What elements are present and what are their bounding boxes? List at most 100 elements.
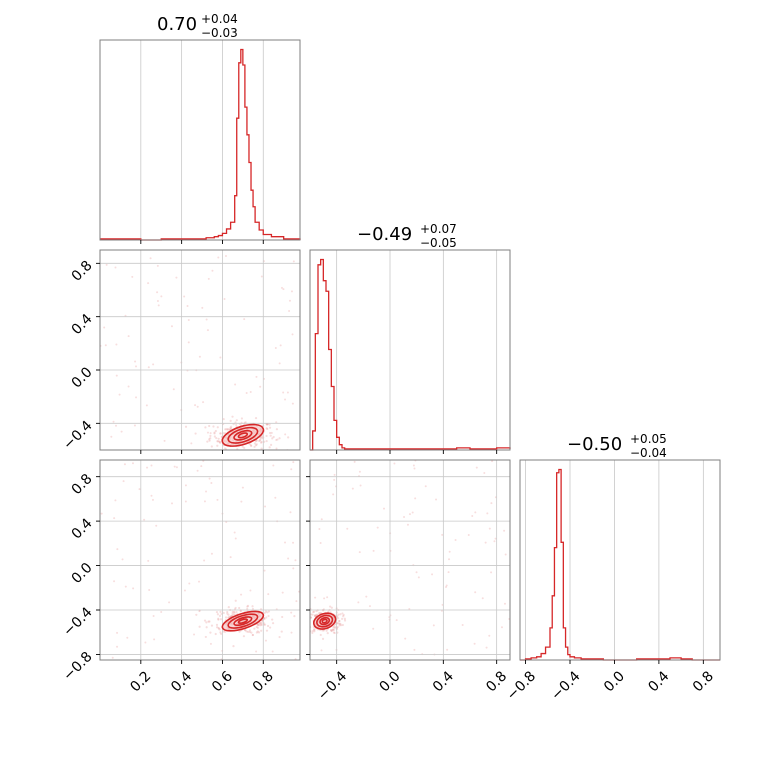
sample-point [126, 636, 129, 639]
sample-point [242, 635, 246, 638]
sample-point [213, 435, 216, 438]
sample-point [490, 502, 493, 505]
sample-point [302, 627, 304, 629]
sample-point [305, 624, 307, 626]
sample-point [329, 605, 332, 608]
sample-point [204, 426, 207, 429]
sample-point [104, 344, 107, 347]
sample-point [337, 613, 340, 616]
sample-point [112, 420, 115, 423]
sample-point [118, 393, 121, 396]
sample-point [281, 615, 284, 619]
sample-point [417, 576, 420, 579]
sample-point [358, 551, 361, 554]
sample-point [217, 617, 220, 620]
sample-point [120, 430, 123, 433]
sample-point [155, 524, 158, 527]
sample-point [332, 628, 335, 632]
sample-point [243, 446, 246, 450]
y-tick-label: 0.0 [69, 364, 96, 391]
sample-point [219, 618, 223, 621]
sample-point [292, 541, 295, 544]
sample-point [270, 443, 273, 446]
sample-point [445, 585, 448, 588]
sample-point [150, 494, 153, 497]
sample-point [284, 398, 287, 401]
sample-point [265, 439, 268, 443]
sample-point [218, 614, 222, 617]
sample-point [312, 628, 316, 631]
sample-point [280, 286, 283, 289]
sample-point [245, 630, 248, 633]
sample-point [194, 432, 197, 435]
contour-level-1 [221, 610, 265, 632]
sample-point [122, 480, 125, 483]
sample-point [227, 613, 230, 616]
sample-point [143, 518, 146, 521]
sample-point [175, 276, 178, 279]
param1-title-plus: +0.07 [420, 222, 457, 236]
sample-point [265, 434, 268, 438]
sample-point [291, 333, 294, 336]
sample-point [260, 621, 263, 624]
sample-point [186, 305, 189, 308]
sample-point [218, 440, 221, 443]
contour-level-3 [233, 616, 253, 627]
sample-point [255, 375, 258, 378]
sample-point [278, 362, 281, 365]
y-tick-label: −0.4 [60, 604, 95, 639]
sample-point [312, 610, 315, 614]
sample-point [376, 526, 379, 529]
sample-point [226, 610, 229, 614]
sample-point [488, 527, 491, 530]
sample-point [404, 637, 407, 640]
sample-point [237, 454, 239, 456]
sample-point [263, 623, 267, 626]
contour-level-3 [233, 429, 253, 441]
sample-point [115, 343, 118, 346]
sample-point [205, 490, 208, 493]
sample-point [209, 432, 212, 435]
sample-point [287, 436, 290, 439]
sample-point [282, 391, 285, 394]
sample-point [229, 615, 232, 618]
sample-point [123, 463, 126, 466]
sample-point [256, 624, 259, 627]
sample-point [231, 614, 234, 617]
sample-point [132, 587, 135, 590]
sample-point [333, 625, 336, 628]
sample-point [257, 623, 260, 626]
sample-point [210, 445, 213, 448]
sample-point [172, 388, 175, 391]
panel-frame [309, 459, 511, 661]
sample-point [474, 591, 477, 594]
sample-point [265, 616, 268, 619]
sample-point [223, 298, 226, 301]
sample-point [260, 440, 263, 444]
sample-point [184, 484, 187, 487]
sample-point [481, 597, 484, 600]
sample-point [249, 444, 253, 447]
sample-point [403, 515, 406, 518]
sample-point [146, 466, 149, 469]
sample-point [357, 601, 360, 604]
sample-point [276, 438, 279, 441]
sample-point [160, 611, 163, 614]
sample-point [271, 650, 274, 653]
sample-point [241, 486, 244, 489]
sample-point [250, 444, 253, 447]
sample-point [198, 625, 201, 628]
sample-point [461, 623, 464, 626]
sample-point [171, 502, 174, 505]
sample-point [200, 465, 203, 468]
sample-point [259, 438, 262, 441]
sample-point [210, 482, 213, 485]
sample-point [320, 649, 323, 652]
sample-point [217, 627, 221, 630]
sample-point [318, 611, 322, 615]
sample-point [313, 614, 317, 618]
sample-point [210, 624, 214, 627]
sample-point [323, 597, 326, 600]
sample-point [301, 613, 303, 615]
sample-point [292, 260, 295, 263]
